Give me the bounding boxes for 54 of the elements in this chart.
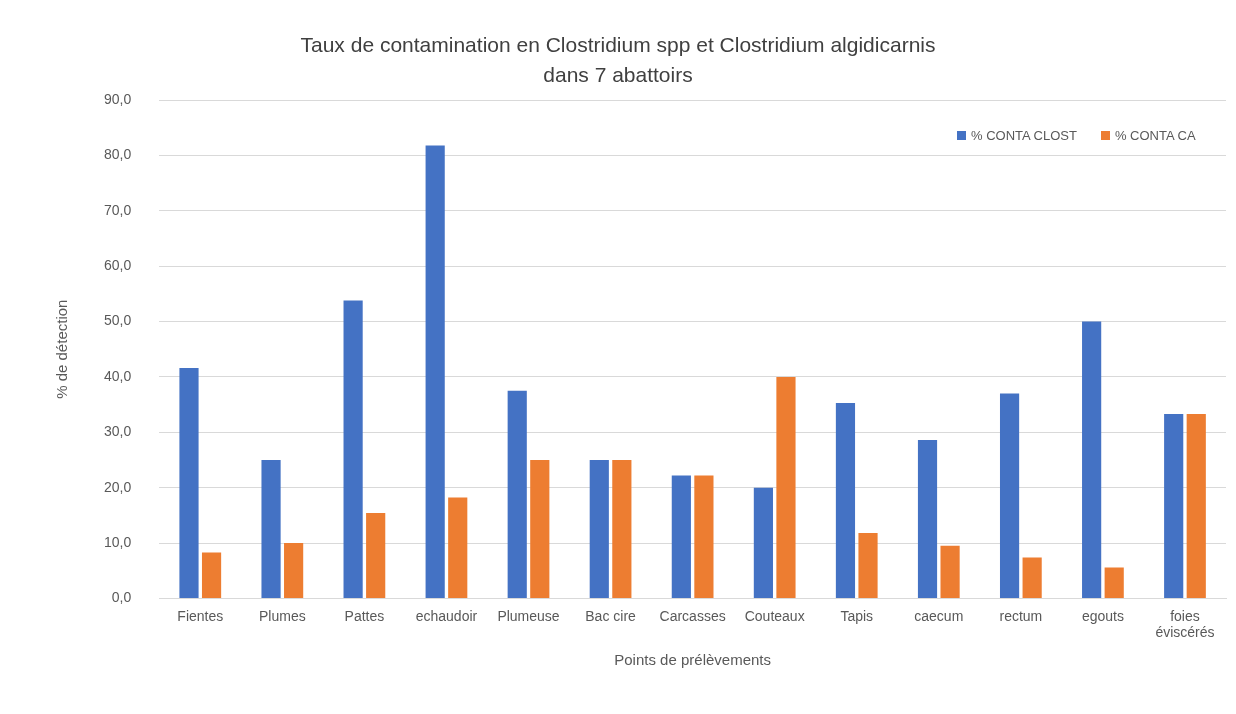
bar <box>179 368 199 598</box>
x-tick-label: Plumes <box>258 607 306 624</box>
y-tick-label: 50,0 <box>104 312 132 329</box>
bar <box>940 545 960 598</box>
x-axis-title: Points de prélèvements <box>614 651 772 669</box>
y-axis-title: % de détection <box>53 299 71 399</box>
bar <box>999 393 1020 598</box>
x-tick-label: echaudoir <box>415 607 478 624</box>
bar <box>201 552 222 598</box>
bar <box>612 459 632 598</box>
x-tick-label: Pattes <box>344 607 385 624</box>
bar <box>343 300 363 598</box>
bar <box>858 533 878 598</box>
y-tick-label: 0,0 <box>111 589 132 606</box>
bar <box>507 390 527 598</box>
x-tick-label: caecum <box>914 607 964 624</box>
bar <box>1104 567 1124 598</box>
bar <box>917 440 938 598</box>
x-tick-label: Carcasses <box>659 607 726 624</box>
y-tick-label: 30,0 <box>104 423 132 440</box>
x-tick-label: Plumeuse <box>497 607 560 624</box>
x-tick-label: Tapis <box>840 607 874 624</box>
legend-label: % CONTA CA <box>1113 128 1196 143</box>
y-tick-label: 70,0 <box>104 201 132 218</box>
bar <box>425 145 445 598</box>
x-tick-label: rectum <box>999 607 1043 624</box>
x-tick-label: egouts <box>1081 607 1124 624</box>
bar <box>671 475 691 598</box>
x-tick-label: Fientes <box>177 607 224 624</box>
y-tick-label: 60,0 <box>104 256 132 273</box>
bar <box>753 487 773 598</box>
bar <box>1082 321 1102 598</box>
bar <box>1186 413 1206 598</box>
x-tick-label: Couteaux <box>744 607 805 624</box>
y-tick-label: 10,0 <box>104 533 132 550</box>
y-tick-label: 90,0 <box>104 90 132 107</box>
bar <box>448 497 468 598</box>
chart-title: Taux de contamination en Clostridium spp et Clostridium algidicarnis dans 7 abattoirs <box>299 32 937 89</box>
bar <box>284 543 304 598</box>
x-tick-label: Bac cire <box>585 607 637 624</box>
bar <box>1164 413 1184 598</box>
legend-label: % CONTA CLOST <box>970 128 1077 143</box>
bar <box>589 459 609 598</box>
x-tick-label: foies éviscérés <box>1155 607 1215 641</box>
bar <box>776 376 796 598</box>
bar <box>366 513 386 598</box>
y-tick-label: 40,0 <box>104 367 132 384</box>
bar <box>1022 557 1042 598</box>
y-tick-label: 20,0 <box>104 478 132 495</box>
bar <box>261 459 281 598</box>
bar <box>835 402 856 598</box>
bar <box>694 475 714 598</box>
bar <box>530 459 550 598</box>
y-tick-label: 80,0 <box>104 146 132 163</box>
